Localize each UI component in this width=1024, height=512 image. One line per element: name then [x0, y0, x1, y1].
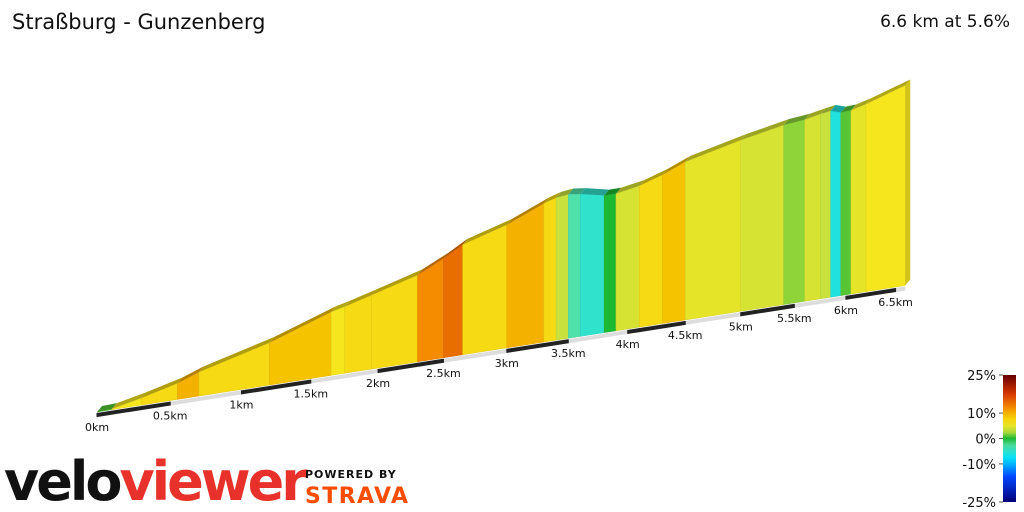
top-face: [615, 179, 645, 194]
distance-bar: [169, 390, 242, 406]
top-face: [506, 197, 549, 225]
powered-by: POWERED BY: [305, 468, 397, 481]
top-face: [804, 108, 826, 120]
gradient-segment: [603, 193, 617, 333]
x-tick-label: 1.5km: [293, 388, 328, 401]
top-face: [371, 269, 423, 296]
top-face: [568, 188, 586, 195]
x-tick-label: 6km: [834, 304, 858, 317]
gradient-segment: [865, 85, 906, 292]
distance-bar: [794, 295, 847, 308]
top-face: [177, 366, 204, 384]
distance-bar: [567, 329, 629, 344]
color-bar: [1003, 375, 1016, 502]
x-tick-label: 2km: [366, 377, 390, 390]
distance-bar: [895, 286, 906, 293]
gradient-segment: [740, 124, 785, 312]
top-face: [783, 113, 810, 126]
top-face: [866, 79, 911, 105]
distance-bar: [627, 320, 686, 334]
top-face: [830, 105, 846, 113]
gradient-segment: [330, 306, 345, 376]
x-tick-label: 1km: [229, 398, 253, 411]
top-face: [443, 238, 468, 259]
color-tick-label: 10%: [967, 407, 996, 422]
top-face: [417, 252, 449, 276]
top-face: [97, 403, 117, 412]
strava-logo: STRAVA: [305, 484, 408, 509]
logo-part: velo: [4, 450, 120, 512]
top-face: [141, 377, 183, 399]
gradient-segment: [443, 244, 463, 359]
x-tick-label: 3km: [495, 357, 519, 370]
top-face: [462, 218, 512, 245]
x-tick-label: 2.5km: [426, 367, 461, 380]
chart-title: Straßburg - Gunzenberg: [12, 10, 265, 34]
gradient-segment: [639, 174, 663, 328]
gradient-segment: [804, 113, 821, 302]
gradient-segment: [580, 193, 605, 337]
gradient-segment: [840, 110, 852, 296]
logo-part: viewer: [119, 450, 308, 512]
gradient-segment: [344, 294, 372, 374]
x-tick-label: 6.5km: [878, 296, 913, 309]
top-face: [685, 134, 746, 163]
gradient-segment: [269, 311, 332, 386]
gradient-segment: [615, 185, 640, 332]
gradient-segment: [543, 197, 557, 343]
distance-bar: [684, 312, 742, 325]
gradient-segment: [783, 119, 806, 305]
distance-bar: [377, 358, 444, 373]
gradient-segment: [417, 258, 444, 363]
x-tick-label: 3.5km: [551, 347, 586, 360]
gradient-segment: [568, 193, 581, 339]
color-tick-label: 25%: [967, 369, 996, 384]
distance-bar: [96, 401, 171, 417]
logo: veloviewer: [4, 450, 308, 512]
top-face: [198, 336, 275, 373]
top-face: [604, 187, 621, 196]
color-tick-label: 0%: [975, 433, 996, 448]
top-face: [269, 306, 337, 343]
gradient-segment: [684, 139, 741, 321]
end-face: [905, 79, 911, 286]
x-tick-label: 5.5km: [777, 312, 812, 325]
gradient-segment: [830, 110, 842, 298]
top-face: [111, 392, 147, 410]
top-face: [543, 191, 562, 204]
top-face: [850, 98, 872, 111]
top-face: [556, 188, 574, 198]
gradient-segment: [662, 161, 686, 324]
gradient-segment: [462, 224, 508, 356]
color-tick-label: -25%: [962, 496, 996, 511]
x-tick-label: 4.5km: [668, 329, 703, 342]
top-face: [639, 169, 668, 186]
x-tick-label: 5km: [729, 320, 753, 333]
x-tick-label: 0.5km: [153, 410, 188, 423]
gradient-segment: [506, 203, 545, 349]
top-face: [331, 300, 350, 313]
top-face: [820, 105, 836, 115]
distance-bar: [241, 379, 312, 395]
chart-subtitle: 6.6 km at 5.6%: [880, 12, 1010, 32]
distance-bar: [740, 303, 795, 317]
distance-bar: [310, 369, 379, 384]
top-face: [840, 104, 856, 113]
gradient-segment: [850, 103, 867, 295]
gradient-segment: [555, 194, 569, 341]
distance-bar: [506, 339, 569, 353]
top-face: [662, 156, 691, 176]
top-face: [580, 188, 610, 196]
top-face: [740, 119, 789, 141]
color-tick-label: -10%: [962, 458, 996, 473]
distance-bar: [845, 288, 896, 300]
distance-bar: [443, 348, 508, 363]
top-face: [344, 289, 377, 307]
gradient-segment: [820, 110, 831, 300]
x-tick-label: 0km: [85, 421, 109, 434]
x-tick-label: 4km: [616, 338, 640, 351]
